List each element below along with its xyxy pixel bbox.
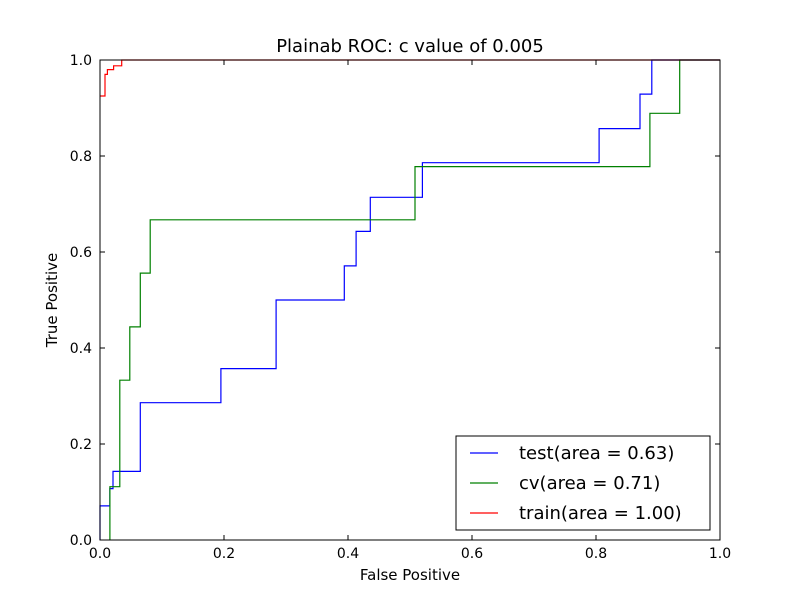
- series-line-test: [99, 59, 720, 540]
- chart-title: Plainab ROC: c value of 0.005: [276, 36, 544, 57]
- y-tick-label: 0.8: [70, 149, 92, 165]
- x-tick-label: 0.2: [213, 546, 235, 562]
- legend-label-test: test(area = 0.63): [519, 443, 674, 464]
- legend-frame: [455, 435, 711, 531]
- x-tick-label: 0.4: [337, 546, 359, 562]
- y-axis-label: True Positive: [43, 253, 61, 348]
- y-tick-label: 0.2: [70, 437, 92, 453]
- legend-label-train: train(area = 1.00): [519, 503, 682, 524]
- x-tick-label: 0.0: [89, 546, 111, 562]
- legend-label-cv: cv(area = 0.71): [519, 473, 660, 494]
- x-axis-label: False Positive: [360, 566, 460, 584]
- axes-frame: [99, 59, 721, 541]
- y-tick-label: 1.0: [70, 53, 92, 69]
- x-tick-label: 1.0: [709, 546, 731, 562]
- axis-ticks: 0.0 0.2 0.4 0.6 0.8 1.0 0.0 0.2 0.4 0.6 0.8 1.0: [70, 53, 731, 562]
- x-tick-label: 0.8: [585, 546, 607, 562]
- legend: test(area = 0.63) cv(area = 0.71) train(ar…: [455, 435, 711, 531]
- plot-area: [99, 59, 720, 540]
- series-line-train: [100, 59, 720, 97]
- x-tick-label: 0.6: [461, 546, 483, 562]
- series-line-cv: [109, 59, 720, 540]
- y-tick-label: 0.0: [70, 533, 92, 549]
- y-tick-label: 0.6: [70, 245, 92, 261]
- y-tick-label: 0.4: [70, 341, 92, 357]
